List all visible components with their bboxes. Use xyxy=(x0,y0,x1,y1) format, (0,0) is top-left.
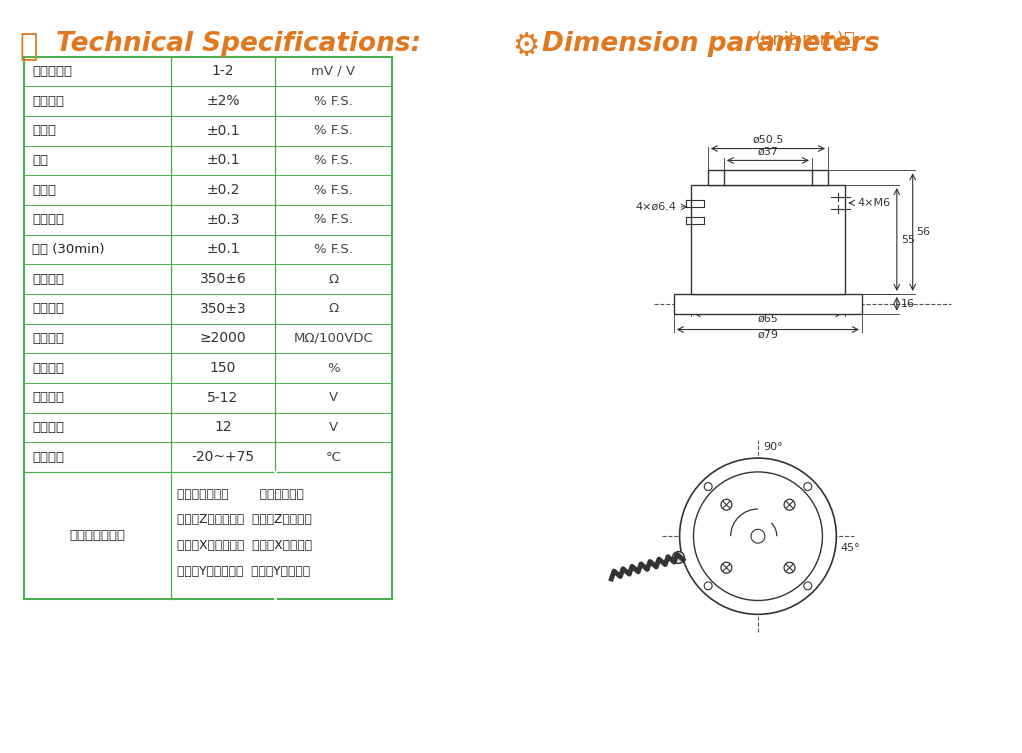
Text: 非线性: 非线性 xyxy=(32,124,56,137)
Circle shape xyxy=(784,499,795,511)
Circle shape xyxy=(704,582,712,590)
Text: Technical Specifications:: Technical Specifications: xyxy=(56,31,421,57)
Circle shape xyxy=(694,472,823,600)
Text: 16: 16 xyxy=(900,299,915,309)
Text: 55: 55 xyxy=(900,234,915,245)
Text: ø79: ø79 xyxy=(757,329,779,340)
Text: 蜩变 (30min): 蜩变 (30min) xyxy=(32,243,104,256)
Text: 红色：供电正。        兰色：供电负: 红色：供电正。 兰色：供电负 xyxy=(177,488,304,501)
Text: 输出灵敏度: 输出灵敏度 xyxy=(32,65,72,78)
Text: V: V xyxy=(329,421,338,434)
Circle shape xyxy=(784,562,795,573)
Bar xyxy=(673,294,862,314)
Text: ø50.5: ø50.5 xyxy=(752,135,784,145)
Circle shape xyxy=(751,529,764,543)
Text: 重复性: 重复性 xyxy=(32,184,56,197)
Text: 温度范围: 温度范围 xyxy=(32,450,64,464)
Text: 绝缘电阻: 绝缘电阻 xyxy=(32,332,64,345)
Circle shape xyxy=(680,458,836,614)
Circle shape xyxy=(704,483,712,490)
Circle shape xyxy=(803,483,811,490)
Text: 90°: 90° xyxy=(763,442,783,452)
Circle shape xyxy=(672,551,685,563)
Text: °C: °C xyxy=(326,450,341,464)
Text: ±2%: ±2% xyxy=(206,94,239,108)
Circle shape xyxy=(721,562,732,573)
Text: 使用电压: 使用电压 xyxy=(32,392,64,404)
Text: 咋啡：Y轴信号正。  橙色：Y轴信号负: 咋啡：Y轴信号正。 橙色：Y轴信号负 xyxy=(177,565,310,578)
Text: % F.S.: % F.S. xyxy=(314,124,353,137)
Text: ⚙: ⚙ xyxy=(512,32,540,61)
Text: 最大电压: 最大电压 xyxy=(32,421,64,434)
Text: (unit:mm)：: (unit:mm)： xyxy=(755,31,855,49)
Text: 5-12: 5-12 xyxy=(207,391,238,405)
Text: Ω: Ω xyxy=(328,273,338,285)
Bar xyxy=(24,56,392,599)
Bar xyxy=(691,185,845,294)
Text: ±0.2: ±0.2 xyxy=(206,183,239,197)
Text: mV / V: mV / V xyxy=(312,65,356,78)
Text: 45°: 45° xyxy=(840,543,860,553)
Text: % F.S.: % F.S. xyxy=(314,184,353,197)
Text: 绿色：X轴信号正。  黑色：X轴信号负: 绿色：X轴信号正。 黑色：X轴信号负 xyxy=(177,539,312,552)
Text: 12: 12 xyxy=(214,420,232,434)
Text: % F.S.: % F.S. xyxy=(314,154,353,167)
Text: ø65: ø65 xyxy=(757,313,779,324)
Text: 输入电阻: 输入电阻 xyxy=(32,273,64,285)
Text: ±0.1: ±0.1 xyxy=(206,154,240,167)
Text: ±0.3: ±0.3 xyxy=(206,213,239,227)
Text: 4×ø6.4: 4×ø6.4 xyxy=(636,202,677,212)
Text: 零点输出: 零点输出 xyxy=(32,95,64,108)
Text: 综合精度: 综合精度 xyxy=(32,213,64,226)
Text: 安全超载: 安全超载 xyxy=(32,361,64,374)
Text: 🔧: 🔧 xyxy=(19,32,37,61)
Circle shape xyxy=(803,582,811,590)
Text: 黄色：Z轴信号正。  白色：Z轴信号负: 黄色：Z轴信号正。 白色：Z轴信号负 xyxy=(177,514,312,526)
Bar xyxy=(708,170,828,185)
Text: 电缆线连接方式: 电缆线连接方式 xyxy=(69,529,126,541)
Text: 1-2: 1-2 xyxy=(212,65,234,78)
Text: ≥2000: ≥2000 xyxy=(199,331,246,346)
Text: 350±6: 350±6 xyxy=(199,272,246,286)
Text: 输出电阻: 输出电阻 xyxy=(32,302,64,316)
Text: 150: 150 xyxy=(210,361,236,375)
Text: ø37: ø37 xyxy=(757,147,779,157)
Circle shape xyxy=(721,499,732,511)
Text: % F.S.: % F.S. xyxy=(314,243,353,256)
Text: -20~+75: -20~+75 xyxy=(191,450,254,464)
Text: 4×M6: 4×M6 xyxy=(857,198,890,208)
Text: Ω: Ω xyxy=(328,302,338,316)
Text: 56: 56 xyxy=(917,227,931,237)
Text: ±0.1: ±0.1 xyxy=(206,123,240,138)
Text: Dimension parameters: Dimension parameters xyxy=(542,31,880,57)
Text: % F.S.: % F.S. xyxy=(314,95,353,108)
Text: 350±3: 350±3 xyxy=(199,302,246,316)
Text: %: % xyxy=(327,361,339,374)
Text: ±0.1: ±0.1 xyxy=(206,242,240,257)
Text: V: V xyxy=(329,392,338,404)
Text: 滞后: 滞后 xyxy=(32,154,48,167)
Text: % F.S.: % F.S. xyxy=(314,213,353,226)
Text: MΩ/100VDC: MΩ/100VDC xyxy=(293,332,373,345)
